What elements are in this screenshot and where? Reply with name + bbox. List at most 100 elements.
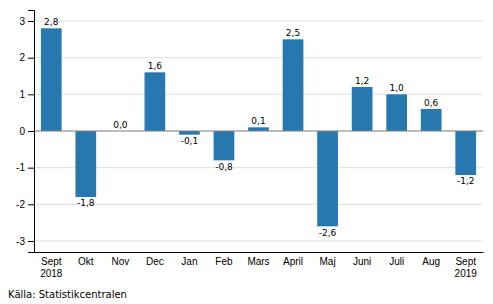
x-tick-label: Juli	[389, 256, 404, 267]
x-tick: April	[283, 252, 303, 267]
bars	[41, 28, 476, 226]
x-tick-label-line: Aug	[422, 256, 440, 267]
grid-line	[34, 204, 483, 205]
y-tick: -2	[16, 199, 34, 210]
data-label: 0,1	[251, 116, 265, 126]
x-tick: Juni	[353, 252, 371, 267]
data-label: 0,0	[113, 120, 128, 130]
y-axis: -3 -2 -1 0 1 2 3	[16, 11, 34, 253]
x-tick: Nov	[111, 252, 129, 267]
data-label: 2,5	[286, 28, 300, 38]
plot: -3-2-10123Sept2018OktNovDecJanFebMarsApr…	[16, 11, 483, 279]
y-tick-mark	[28, 58, 34, 59]
x-tick-label-line: Dec	[146, 256, 164, 267]
bar	[41, 28, 62, 131]
x-tick: Aug	[422, 252, 440, 267]
y-tick-mark	[28, 94, 34, 95]
y-tick-mark	[28, 168, 34, 169]
x-tick: Juli	[389, 252, 404, 267]
bar	[248, 127, 269, 131]
x-tick: Dec	[146, 252, 164, 267]
y-tick-label: -2	[16, 199, 25, 210]
x-tick-label-line: Sept	[455, 256, 476, 267]
bar	[179, 131, 200, 135]
y-tick-label: 3	[19, 16, 25, 27]
x-tick: Sept2019	[455, 252, 478, 279]
bar	[317, 131, 338, 226]
bar	[386, 94, 407, 131]
bar	[352, 87, 373, 131]
y-tick-label: 1	[19, 89, 25, 100]
x-tick-label-line: Juni	[353, 256, 371, 267]
grid-line	[34, 167, 483, 168]
bar	[455, 131, 476, 175]
data-label: 1,0	[389, 83, 404, 93]
x-tick: Maj	[320, 252, 336, 267]
x-tick: Sept2018	[40, 252, 63, 279]
grid-line	[34, 131, 483, 132]
grid-line	[34, 21, 483, 22]
data-label: 2,8	[44, 17, 59, 27]
grid-line	[34, 94, 483, 95]
data-label: 0,6	[424, 98, 439, 108]
x-tick-label: Okt	[78, 256, 94, 267]
x-tick-label: Juni	[353, 256, 371, 267]
y-tick-mark	[28, 241, 34, 242]
data-labels: 2,8 -1,8 0,0 1,6 -0,1 -0,8 0,1 2,5 -2,6 1,2 1,0 0,6…	[44, 17, 474, 237]
x-tick-label-line: Mars	[247, 256, 269, 267]
bar	[214, 131, 235, 160]
zero-line	[34, 131, 483, 132]
x-tick: Okt	[78, 252, 94, 267]
y-tick: 2	[19, 52, 34, 63]
data-label: -1,8	[77, 198, 95, 208]
data-label: -2,6	[319, 228, 337, 238]
bar	[75, 131, 96, 197]
x-tick-label-line: Feb	[215, 256, 233, 267]
x-tick-label: Sept2019	[455, 256, 478, 279]
x-tick-label-line: Nov	[111, 256, 129, 267]
grid-line	[34, 57, 483, 58]
data-label: -0,8	[215, 162, 233, 172]
data-label: 1,6	[148, 61, 163, 71]
chart: -3-2-10123Sept2018OktNovDecJanFebMarsApr…	[0, 0, 493, 304]
y-tick: 3	[19, 16, 34, 27]
x-tick-label: April	[283, 256, 303, 267]
x-tick: Jan	[181, 252, 197, 267]
y-tick-label: 2	[19, 52, 25, 63]
x-axis: Sept2018OktNovDecJanFebMarsAprilMajJuniJ…	[35, 252, 484, 279]
x-tick-label: Nov	[111, 256, 129, 267]
source-text: Källa: Statistikcentralen	[8, 289, 127, 300]
x-tick-label: Mars	[247, 256, 269, 267]
x-tick-label-line: 2019	[455, 268, 478, 279]
data-label: -0,1	[181, 136, 199, 146]
data-label: 1,2	[355, 76, 369, 86]
x-tick: Mars	[247, 252, 269, 267]
x-tick-label: Dec	[146, 256, 164, 267]
y-tick-label: 0	[19, 126, 25, 137]
y-tick: 0	[19, 126, 34, 137]
data-label: -1,2	[457, 176, 475, 186]
bar	[421, 109, 442, 131]
x-tick-label-line: Jan	[181, 256, 197, 267]
x-tick-label: Jan	[181, 256, 197, 267]
y-tick: 1	[19, 89, 34, 100]
x-tick-label-line: Sept	[41, 256, 62, 267]
y-tick-label: -3	[16, 236, 25, 247]
x-tick-label-line: 2018	[40, 268, 63, 279]
y-axis-line	[28, 11, 35, 253]
y-tick-mark	[28, 21, 34, 22]
bar	[283, 39, 304, 131]
bar	[145, 72, 166, 131]
x-axis-line	[35, 252, 484, 253]
y-tick-mark	[28, 204, 34, 205]
x-tick-label: Maj	[320, 256, 336, 267]
y-tick-mark	[28, 131, 34, 132]
x-tick: Feb	[215, 252, 233, 267]
y-tick: -3	[16, 236, 34, 247]
y-tick-label: -1	[16, 162, 25, 173]
x-tick-label: Aug	[422, 256, 440, 267]
x-tick-label: Feb	[215, 256, 233, 267]
x-tick-label: Sept2018	[40, 256, 63, 279]
y-tick: -1	[16, 162, 34, 173]
grid-line	[34, 241, 483, 242]
